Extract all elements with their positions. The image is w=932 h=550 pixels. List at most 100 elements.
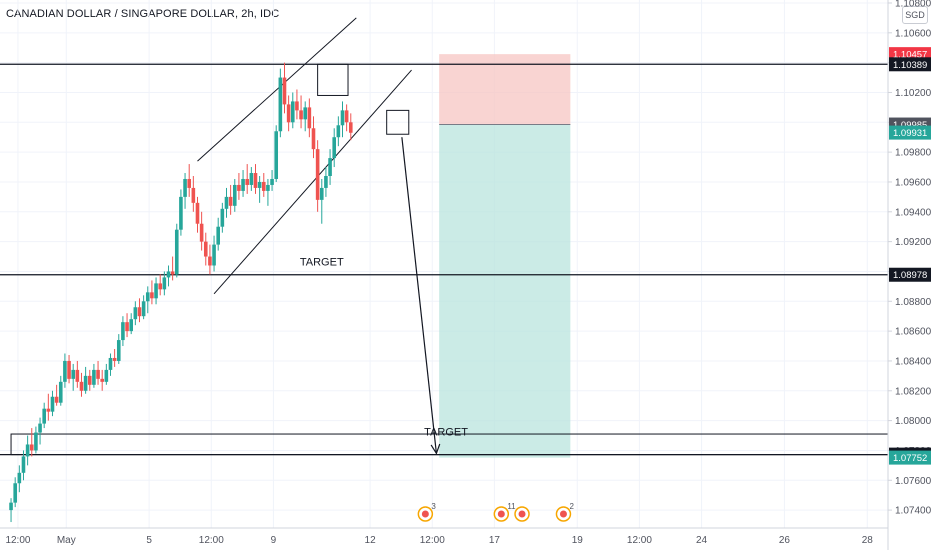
- candle-body: [21, 456, 26, 473]
- price-tag-label: 1.10389: [893, 60, 927, 71]
- candle-body: [303, 107, 308, 120]
- candle-body: [183, 178, 187, 197]
- price-tick-label: 1.08200: [895, 386, 932, 397]
- candle-body: [25, 444, 30, 457]
- time-tick-label: 12:00: [627, 535, 652, 546]
- candle-body: [328, 158, 332, 176]
- candle-body: [232, 184, 237, 206]
- candle-body: [295, 101, 299, 111]
- price-tick-label: 1.08400: [895, 356, 932, 367]
- time-tick-label: 12: [365, 535, 377, 546]
- target-label: TARGET: [300, 256, 344, 268]
- event-flag-icon: [518, 510, 526, 518]
- time-tick-label: 9: [271, 535, 277, 546]
- candle-body: [344, 110, 349, 123]
- candle-body: [150, 292, 154, 299]
- candle-body: [174, 229, 179, 275]
- candle-body: [154, 283, 158, 299]
- candle-body: [166, 271, 171, 278]
- event-flag-icon: [421, 510, 429, 518]
- candle-body: [145, 292, 150, 302]
- candle-body: [220, 208, 225, 227]
- candle-body: [158, 283, 162, 290]
- price-tag-label: 1.09985: [893, 120, 927, 131]
- candle-body: [54, 396, 59, 403]
- candle-body: [34, 432, 38, 451]
- candle-body: [96, 369, 100, 379]
- candle-body: [104, 369, 109, 382]
- price-tick-label: 1.10800: [895, 0, 932, 9]
- candle-body: [319, 187, 324, 200]
- candle-body: [336, 125, 341, 138]
- price-tick-label: 1.08000: [895, 416, 932, 427]
- candle-body: [9, 502, 13, 511]
- candle-body: [274, 131, 279, 179]
- candle-body: [83, 375, 88, 391]
- price-tick-label: 1.08800: [895, 297, 932, 308]
- candle-body: [42, 408, 46, 424]
- candle-body: [63, 360, 67, 382]
- time-tick-label: 19: [572, 535, 584, 546]
- time-tick-label: 26: [779, 535, 791, 546]
- candle-body: [79, 381, 84, 391]
- event-count: 2: [569, 502, 574, 511]
- candle-body: [315, 149, 320, 200]
- candle-body: [92, 369, 96, 385]
- time-tick-label: 28: [862, 535, 874, 546]
- time-tick-label: 24: [696, 535, 708, 546]
- candle-body: [50, 396, 55, 412]
- candle-body: [237, 184, 241, 191]
- candle-body: [137, 307, 142, 317]
- candle-body: [203, 241, 208, 257]
- candle-body: [257, 181, 262, 188]
- price-tag-label: 1.08978: [893, 270, 927, 281]
- candle-body: [100, 378, 104, 382]
- candle-body: [162, 277, 167, 290]
- candle-body: [307, 107, 312, 129]
- candle-body: [278, 77, 283, 132]
- event-flag-icon: [497, 510, 505, 518]
- wedge-trendline: [197, 17, 357, 162]
- candle-body: [46, 408, 51, 412]
- price-tick-label: 1.07400: [895, 506, 932, 517]
- candle-body: [29, 444, 34, 451]
- candle-body: [199, 223, 204, 242]
- candle-body: [125, 322, 129, 332]
- candle-body: [282, 77, 287, 105]
- arrow-head: [430, 443, 441, 455]
- price-tick-label: 1.07600: [895, 476, 932, 487]
- price-tag: [889, 450, 931, 465]
- time-tick-label: 12:00: [420, 535, 445, 546]
- candle-body: [87, 375, 92, 385]
- price-tick-label: 1.09200: [895, 237, 932, 248]
- candle-body: [179, 196, 183, 230]
- candle-body: [253, 173, 258, 188]
- resistance-box: [317, 63, 349, 96]
- currency-badge[interactable]: SGD: [902, 6, 928, 24]
- candle-body: [311, 128, 316, 150]
- candle-body: [290, 101, 295, 123]
- target-label: TARGET: [424, 427, 468, 439]
- candle-body: [191, 187, 196, 203]
- stop-zone: [439, 54, 571, 125]
- candle-body: [340, 110, 345, 126]
- projection-arrow: [401, 137, 438, 454]
- price-tick-label: 1.10200: [895, 88, 932, 99]
- candle-body: [348, 122, 353, 133]
- time-tick-label: 12:00: [199, 535, 224, 546]
- candle-body: [245, 178, 250, 185]
- profit-zone: [439, 124, 571, 458]
- candle-body: [116, 340, 121, 361]
- time-tick-label: 5: [146, 535, 152, 546]
- small-box: [386, 109, 410, 135]
- price-tag-label: 1.10457: [893, 50, 927, 61]
- event-flag-icon: [559, 510, 567, 518]
- candle-body: [129, 319, 133, 332]
- candle-body: [299, 110, 303, 120]
- candle-body: [141, 301, 146, 317]
- wedge-trendline: [213, 69, 412, 295]
- candle-body: [133, 307, 138, 320]
- event-count: 11: [507, 502, 516, 511]
- time-tick-label: May: [57, 535, 76, 546]
